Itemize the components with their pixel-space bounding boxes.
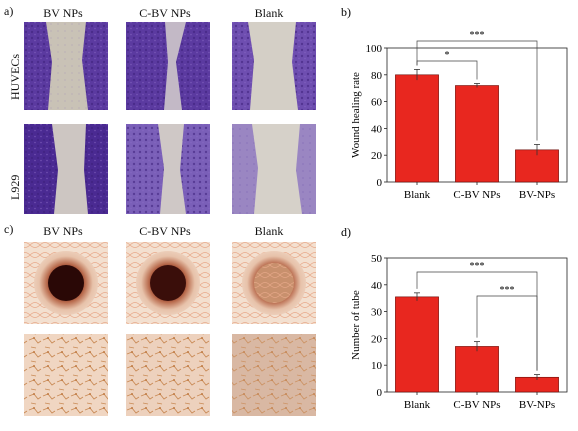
significance-label: *	[445, 50, 450, 61]
bar-c-bv-nps	[455, 346, 499, 393]
panel-c-col-cbv: C-BV NPs	[139, 224, 191, 238]
panel-a-col-cbv: C-BV NPs	[139, 6, 191, 20]
x-tick-label: BV-NPs	[519, 189, 555, 201]
panel-c-col-blank: Blank	[254, 224, 284, 238]
significance-bracket	[476, 295, 538, 371]
micrograph-l929-bv	[24, 124, 108, 214]
chart-wound-healing: b) 0 20 40 60 80 100 Wound healing rate Blank C-B…	[341, 5, 568, 201]
x-tick-label: BV-NPs	[519, 399, 555, 411]
tube-overview-bv	[24, 242, 108, 324]
significance-label: ***	[500, 285, 515, 296]
panel-c-col-bv: BV NPs	[43, 224, 83, 238]
x-tick-label: C-BV NPs	[453, 189, 500, 201]
tube-overview-blank	[232, 242, 316, 324]
micrograph-huvecs-cbv	[126, 22, 210, 110]
x-tick-label: Blank	[404, 189, 431, 201]
tube-overview-cbv	[126, 242, 210, 324]
y-tick-label: 60	[371, 97, 383, 109]
chart-panel-label: d)	[341, 225, 351, 239]
y-axis-label: Number of tube	[350, 290, 362, 360]
tube-zoom-bv	[24, 334, 108, 416]
y-tick-label: 0	[377, 387, 383, 399]
y-tick-label: 30	[371, 307, 383, 319]
y-tick-label: 40	[371, 123, 383, 135]
panel-c-label: c)	[4, 222, 14, 236]
y-axis-label: Wound healing rate	[350, 72, 362, 158]
tube-zoom-blank	[232, 334, 316, 416]
bar-blank	[395, 74, 439, 183]
bar-blank	[395, 296, 439, 393]
micrograph-l929-blank	[232, 124, 316, 214]
y-tick-label: 50	[371, 253, 383, 265]
x-tick-label: Blank	[404, 399, 431, 411]
micrograph-huvecs-blank	[232, 22, 316, 110]
panel-c-micrographs	[24, 242, 316, 416]
chart-tube-number: d) 0 10 20 30 40 50 Number of tube Blank C-BV NPs…	[341, 225, 568, 411]
y-tick-label: 100	[366, 43, 383, 55]
bar-c-bv-nps	[455, 85, 499, 183]
y-tick-label: 80	[371, 70, 383, 82]
significance-label: ***	[470, 261, 485, 272]
panel-a-micrographs	[24, 22, 316, 214]
panel-a-col-blank: Blank	[254, 6, 284, 20]
chart-panel-label: b)	[341, 5, 351, 19]
micrograph-l929-cbv	[126, 124, 210, 214]
micrograph-huvecs-bv	[24, 22, 108, 110]
y-tick-label: 20	[371, 150, 383, 162]
x-tick-label: C-BV NPs	[453, 399, 500, 411]
tube-zoom-cbv	[126, 334, 210, 416]
y-tick-label: 0	[377, 177, 383, 189]
panel-a-col-bv: BV NPs	[43, 6, 83, 20]
y-tick-label: 10	[371, 360, 383, 372]
y-tick-label: 40	[371, 280, 383, 292]
panel-a-label: a)	[4, 4, 14, 18]
significance-bracket	[416, 40, 538, 141]
y-tick-label: 20	[371, 333, 383, 345]
significance-label: ***	[470, 30, 485, 41]
